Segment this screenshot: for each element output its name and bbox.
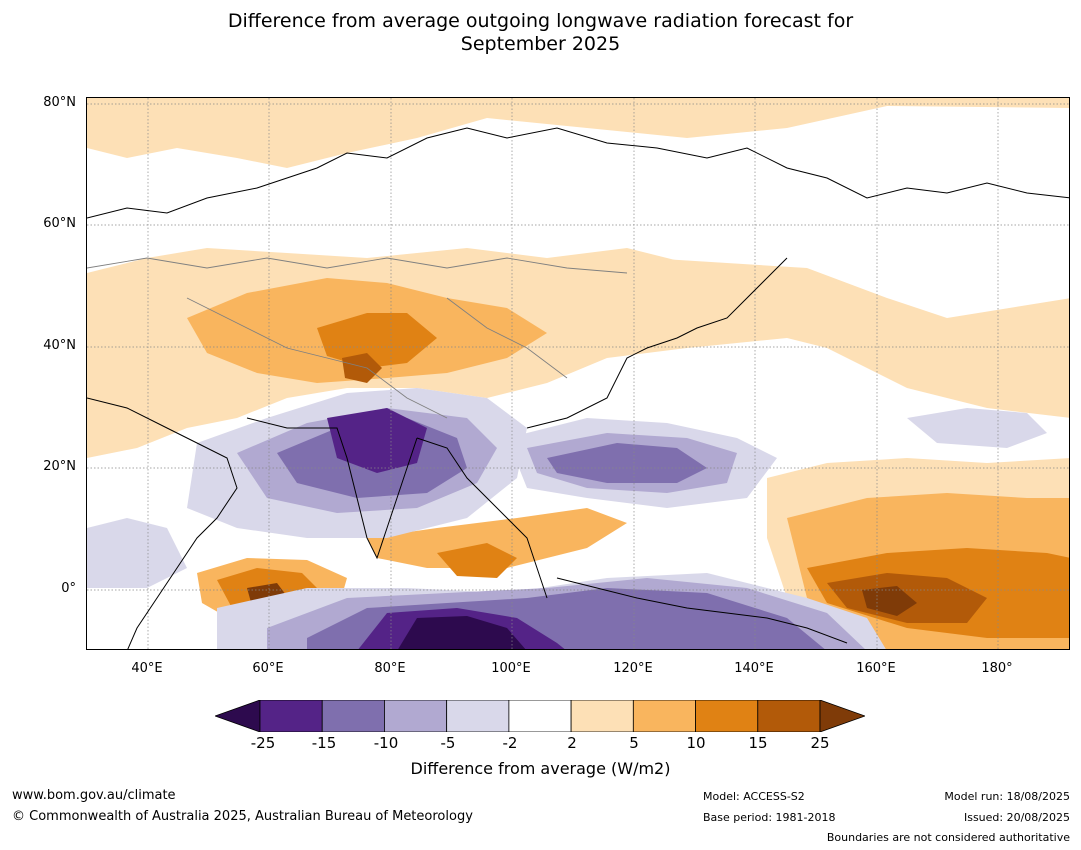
lon-label-180: 180° bbox=[981, 661, 1013, 676]
country-boundaries bbox=[87, 257, 628, 419]
lon-label-60e: 60°E bbox=[252, 661, 284, 676]
lon-label-140e: 140°E bbox=[734, 661, 774, 676]
region-central-asia-dark-orange bbox=[317, 313, 437, 368]
colorbar-segment bbox=[695, 699, 759, 733]
anomaly-map bbox=[87, 98, 1069, 649]
region-central-asia-core bbox=[342, 353, 382, 383]
lat-label-0: 0° bbox=[61, 581, 76, 596]
colorbar bbox=[213, 699, 867, 733]
colorbar-extend-high bbox=[819, 699, 867, 733]
colorbar-segment bbox=[632, 699, 696, 733]
colorbar-segment bbox=[259, 699, 323, 733]
colorbar-graphic bbox=[213, 699, 867, 733]
colorbar-tick: 15 bbox=[748, 734, 768, 752]
colorbar-segment bbox=[508, 699, 572, 733]
lat-label-20n: 20°N bbox=[43, 459, 76, 474]
region-sumatra-dark-orange bbox=[437, 543, 517, 578]
graticule bbox=[87, 98, 1069, 649]
region-east-asia-light-orange bbox=[647, 258, 1069, 418]
colorbar-tick: 25 bbox=[810, 734, 830, 752]
map-title: Difference from average outgoing longwav… bbox=[0, 10, 1081, 56]
title-line-2: September 2025 bbox=[460, 33, 621, 55]
colorbar-tick: 5 bbox=[629, 734, 639, 752]
colorbar-segment bbox=[570, 699, 634, 733]
colorbar-tick: -5 bbox=[440, 734, 456, 752]
model-text: Model: ACCESS-S2 bbox=[703, 790, 805, 803]
colorbar-tick: -15 bbox=[311, 734, 337, 752]
colorbar-segment bbox=[446, 699, 510, 733]
colorbar-segment bbox=[757, 699, 821, 733]
colorbar-tick: -25 bbox=[250, 734, 276, 752]
region-pacific-light-purple bbox=[907, 408, 1047, 448]
lon-label-40e: 40°E bbox=[131, 661, 163, 676]
region-southeast-asia-mid-purple bbox=[547, 443, 707, 483]
colorbar-tick: -2 bbox=[502, 734, 518, 752]
lon-label-120e: 120°E bbox=[613, 661, 653, 676]
colorbar-tick: -10 bbox=[373, 734, 399, 752]
issued-text: Issued: 20/08/2025 bbox=[963, 811, 1070, 824]
lat-label-80n: 80°N bbox=[43, 95, 76, 110]
region-pacific-core bbox=[862, 586, 917, 616]
lon-label-160e: 160°E bbox=[856, 661, 896, 676]
colorbar-tick: 10 bbox=[686, 734, 706, 752]
copyright-text: © Commonwealth of Australia 2025, Austra… bbox=[12, 809, 473, 824]
region-india-dark-purple bbox=[327, 408, 427, 473]
lon-label-80e: 80°E bbox=[374, 661, 406, 676]
region-arabian-light-purple bbox=[87, 518, 187, 588]
website-link[interactable]: www.bom.gov.au/climate bbox=[12, 788, 176, 803]
colorbar-segment bbox=[321, 699, 385, 733]
coastlines bbox=[87, 127, 1069, 649]
region-sumatra-orange bbox=[367, 508, 627, 568]
colorbar-segment bbox=[384, 699, 448, 733]
map-panel bbox=[86, 97, 1070, 650]
colorbar-tick: 2 bbox=[567, 734, 577, 752]
model-run-text: Model run: 18/08/2025 bbox=[944, 790, 1070, 803]
lat-label-40n: 40°N bbox=[43, 338, 76, 353]
colorbar-label: Difference from average (W/m2) bbox=[410, 759, 671, 778]
boundaries-disclaimer: Boundaries are not considered authoritat… bbox=[826, 831, 1070, 844]
region-north-light-orange bbox=[87, 98, 1069, 168]
region-south-core bbox=[398, 616, 526, 649]
lon-label-100e: 100°E bbox=[491, 661, 531, 676]
lat-label-60n: 60°N bbox=[43, 216, 76, 231]
base-period-text: Base period: 1981-2018 bbox=[703, 811, 836, 824]
negative-anomaly-regions bbox=[87, 388, 1047, 649]
colorbar-extend-low bbox=[213, 699, 261, 733]
title-line-1: Difference from average outgoing longwav… bbox=[227, 10, 854, 32]
positive-anomaly-regions bbox=[87, 98, 1069, 649]
